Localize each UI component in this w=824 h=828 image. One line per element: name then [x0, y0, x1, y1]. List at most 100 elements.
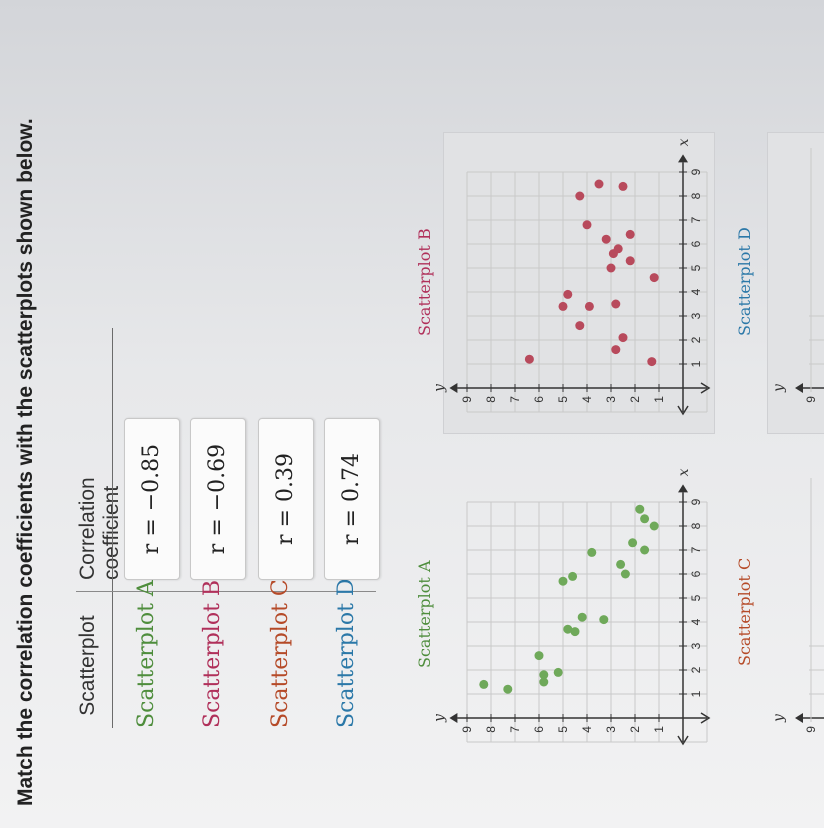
y-tick-label: 4: [580, 396, 594, 403]
row-label-b: Scatterplot B: [200, 579, 225, 728]
scatterplot-d-chart: y9: [771, 148, 824, 403]
data-point: [558, 576, 568, 586]
x-tick-label: 2: [689, 336, 703, 343]
data-point: [611, 345, 621, 355]
data-point: [640, 545, 650, 555]
data-point: [620, 569, 630, 579]
y-tick-label: 5: [556, 396, 570, 403]
y-tick-label: 8: [484, 396, 498, 403]
data-point: [553, 667, 563, 677]
y-axis-arrow: [449, 713, 458, 723]
data-point: [584, 301, 594, 311]
x-tick-label: 8: [689, 192, 703, 199]
y-axis-arrow: [795, 383, 803, 393]
y-axis-label: y: [771, 383, 787, 393]
y-tick-label: 9: [804, 396, 818, 403]
data-point: [618, 181, 628, 191]
y-tick-label: 3: [604, 396, 618, 403]
y-tick-label: 9: [460, 396, 474, 403]
y-axis-arrow: [449, 383, 458, 393]
data-point: [649, 521, 659, 531]
x-tick-label: 5: [689, 594, 703, 601]
x-axis-arrow: [678, 154, 688, 163]
table-row: Scatterplot B r = −0.69: [188, 348, 246, 728]
data-point: [582, 220, 592, 230]
data-point: [575, 321, 585, 331]
y-axis-label: y: [431, 383, 447, 393]
y-tick-label: 6: [532, 396, 546, 403]
data-point: [570, 627, 580, 637]
data-point: [568, 571, 578, 581]
data-point: [539, 670, 549, 680]
coefficient-card-3[interactable]: r = 0.39: [258, 418, 314, 580]
table-row: Scatterplot D r = 0.74: [322, 348, 380, 728]
y-tick-label: 9: [460, 726, 474, 733]
data-point: [625, 229, 635, 239]
data-point: [628, 538, 638, 548]
data-point: [539, 677, 549, 687]
data-point: [558, 301, 568, 311]
x-tick-label: 6: [689, 570, 703, 577]
x-tick-label: 9: [689, 498, 703, 505]
data-point: [611, 299, 621, 309]
y-tick-label: 9: [804, 726, 818, 733]
data-point: [563, 289, 573, 299]
x-tick-label: 3: [689, 312, 703, 319]
y-tick-label: 4: [580, 726, 594, 733]
y-tick-label: 1: [652, 396, 666, 403]
data-point: [524, 354, 534, 364]
coefficient-card-4[interactable]: r = 0.74: [324, 418, 380, 580]
y-axis-label: y: [771, 713, 787, 723]
x-tick-label: 1: [689, 360, 703, 367]
data-point: [587, 547, 597, 557]
table-row: Scatterplot C r = 0.39: [256, 348, 314, 728]
y-tick-label: 2: [628, 396, 642, 403]
y-tick-label: 1: [652, 726, 666, 733]
y-tick-label: 8: [484, 726, 498, 733]
x-tick-label: 3: [689, 642, 703, 649]
x-tick-label: 4: [689, 288, 703, 295]
coefficient-card-1[interactable]: r = −0.85: [124, 418, 180, 580]
data-point: [601, 234, 611, 244]
y-axis-down-arrow: [700, 382, 711, 394]
x-tick-label: 5: [689, 264, 703, 271]
y-tick-label: 7: [508, 726, 522, 733]
data-point: [599, 615, 609, 625]
data-point: [606, 263, 616, 273]
y-tick-label: 5: [556, 726, 570, 733]
data-point: [618, 333, 628, 343]
x-tick-label: 7: [689, 546, 703, 553]
y-tick-label: 2: [628, 726, 642, 733]
y-tick-label: 7: [508, 396, 522, 403]
data-point: [503, 684, 513, 694]
x-axis-label: x: [676, 138, 692, 146]
row-label-c: Scatterplot C: [268, 579, 293, 728]
scatterplot-a-chart: 1 2 3 4 5 6 7 8 9 1 2 3 4 5 6 7 8 9 x y: [431, 468, 711, 746]
y-axis-label: y: [431, 713, 447, 723]
y-tick-label: 6: [532, 726, 546, 733]
header-coefficient: Correlation coefficient: [76, 477, 123, 580]
coefficient-card-2[interactable]: r = −0.69: [190, 418, 246, 580]
x-tick-label: 9: [689, 168, 703, 175]
data-point: [534, 651, 544, 661]
x-tick-label: 4: [689, 618, 703, 625]
row-label-a: Scatterplot A: [134, 580, 159, 728]
data-point: [479, 679, 489, 689]
data-point: [575, 191, 585, 201]
x-axis-left-arrow: [677, 405, 689, 416]
header-divider: [112, 328, 113, 728]
data-point: [577, 612, 587, 622]
x-tick-label: 7: [689, 216, 703, 223]
x-axis-arrow: [678, 484, 688, 493]
x-axis-label: x: [676, 468, 692, 476]
x-tick-label: 2: [689, 666, 703, 673]
question-prompt: Match the correlation coefficients with …: [14, 118, 37, 806]
data-point: [594, 179, 604, 189]
data-point: [635, 504, 645, 514]
data-point: [613, 244, 623, 254]
x-tick-label: 1: [689, 690, 703, 697]
